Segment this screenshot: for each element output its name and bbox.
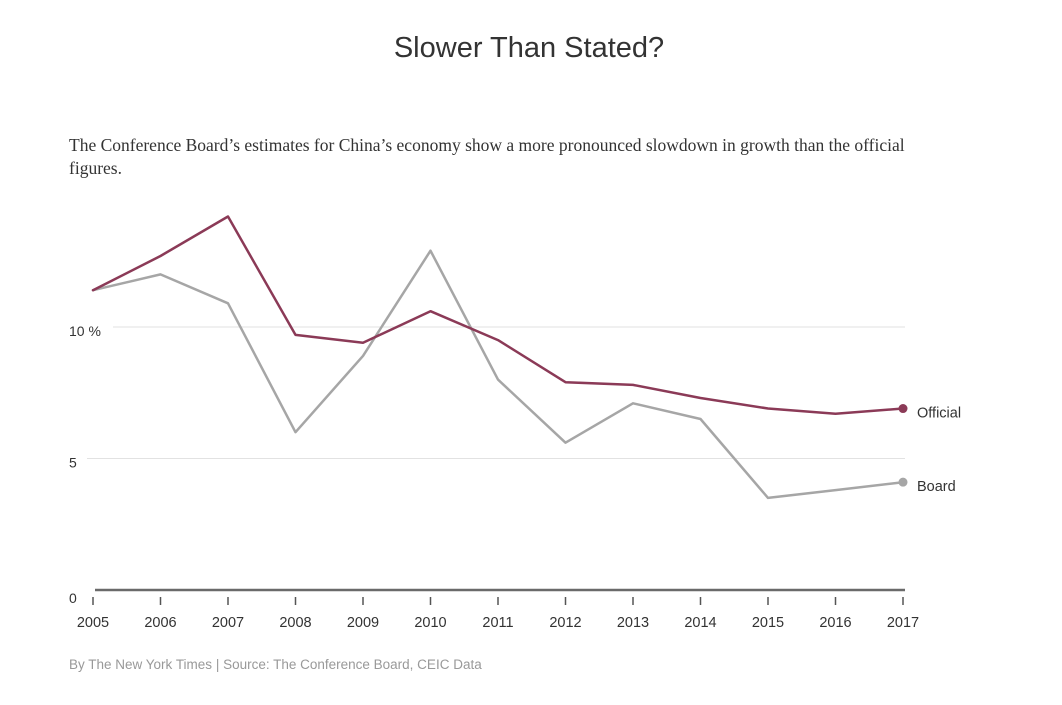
- y-tick-label: 0: [69, 590, 77, 606]
- x-tick-label: 2017: [887, 615, 919, 631]
- series-labels: Board Official: [917, 406, 961, 496]
- y-tick-label: 10 %: [69, 323, 101, 339]
- x-tick-label: 2008: [279, 615, 311, 631]
- series-label-official: Official: [917, 406, 961, 422]
- x-tick-label: 2007: [212, 615, 244, 631]
- x-tick-label: 2006: [144, 615, 176, 631]
- chart-title: Slower Than Stated?: [393, 32, 665, 64]
- data-point-board: [898, 477, 908, 487]
- data-point-official: [898, 404, 908, 414]
- x-tick-label: 2009: [347, 615, 379, 631]
- chart-subtitle: The Conference Board’s estimates for Chi…: [69, 135, 905, 178]
- gridlines: [87, 326, 905, 459]
- source-credit: By The New York Times | Source: The Conf…: [69, 657, 482, 672]
- x-tick-label: 2010: [414, 615, 446, 631]
- y-tick-label: 5: [69, 455, 77, 471]
- x-tick-label: 2012: [549, 615, 581, 631]
- y-axis: 0 5 10 %: [69, 323, 101, 606]
- series-label-board: Board: [917, 479, 956, 495]
- series-line-official: [91, 215, 905, 416]
- x-tick-label: 2011: [482, 615, 513, 631]
- x-tick-label: 2013: [617, 615, 649, 631]
- x-tick-label: 2015: [752, 615, 784, 631]
- series-line-board: [91, 249, 905, 500]
- series-lines: [91, 215, 908, 500]
- x-tick-label: 2005: [77, 615, 109, 631]
- x-axis: 2005 2006 2007 2008 2009 2010 2011 2012 2013 2014…: [77, 588, 919, 631]
- x-tick-label: 2014: [684, 615, 716, 631]
- x-tick-label: 2016: [819, 615, 851, 631]
